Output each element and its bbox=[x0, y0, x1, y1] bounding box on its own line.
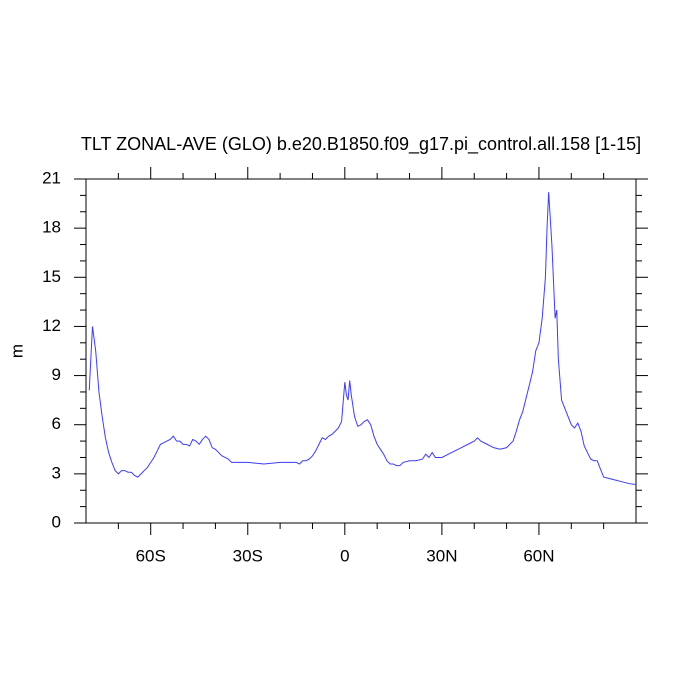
y-tick-label: 3 bbox=[52, 463, 61, 482]
x-tick-label: 60S bbox=[136, 546, 166, 565]
plot-frame bbox=[85, 178, 637, 524]
y-tick-label: 0 bbox=[52, 512, 61, 531]
y-tick-label: 12 bbox=[42, 316, 61, 335]
data-line bbox=[88, 192, 637, 485]
x-tick-label: 30N bbox=[426, 546, 457, 565]
x-tick-label: 30S bbox=[233, 546, 263, 565]
y-axis-label: m bbox=[7, 344, 26, 358]
y-tick-label: 18 bbox=[42, 218, 61, 237]
x-tick-label: 0 bbox=[340, 546, 349, 565]
chart-title: TLT ZONAL-AVE (GLO) b.e20.B1850.f09_g17.… bbox=[81, 134, 641, 155]
y-tick-label: 21 bbox=[42, 168, 61, 187]
y-tick-label: 9 bbox=[52, 365, 61, 384]
y-tick-label: 15 bbox=[42, 267, 61, 286]
x-tick-label: 60N bbox=[523, 546, 554, 565]
y-tick-label: 6 bbox=[52, 414, 61, 433]
